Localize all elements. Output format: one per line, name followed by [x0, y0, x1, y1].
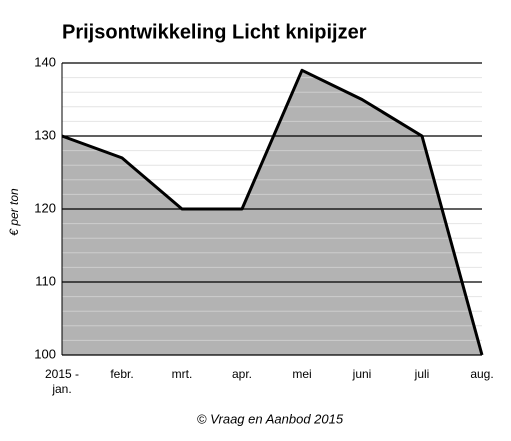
y-axis-label: € per ton	[7, 188, 21, 236]
y-tick-label: 120	[34, 200, 56, 215]
area-fill	[62, 70, 482, 356]
line	[61, 68, 484, 356]
x-tick-label: aug.	[470, 367, 494, 381]
x-tick-label: juli	[414, 367, 430, 381]
x-tick-label: 2015 - jan.	[44, 367, 80, 396]
y-tick-label: 100	[34, 346, 56, 361]
x-tick-label: apr.	[231, 367, 252, 381]
x-tick-label: mei	[292, 367, 312, 381]
chart-title: Prijsontwikkeling Licht knipijzer	[62, 21, 367, 43]
y-tick-label: 130	[34, 127, 56, 142]
y-tick-label: 140	[34, 54, 56, 69]
x-tick-label: mrt.	[171, 367, 193, 381]
x-tick-label: juni	[352, 367, 372, 381]
footer: © Vraag en Aanbod 2015	[197, 411, 344, 426]
x-tick-label: febr.	[110, 367, 134, 381]
y-tick-label: 110	[35, 273, 56, 288]
